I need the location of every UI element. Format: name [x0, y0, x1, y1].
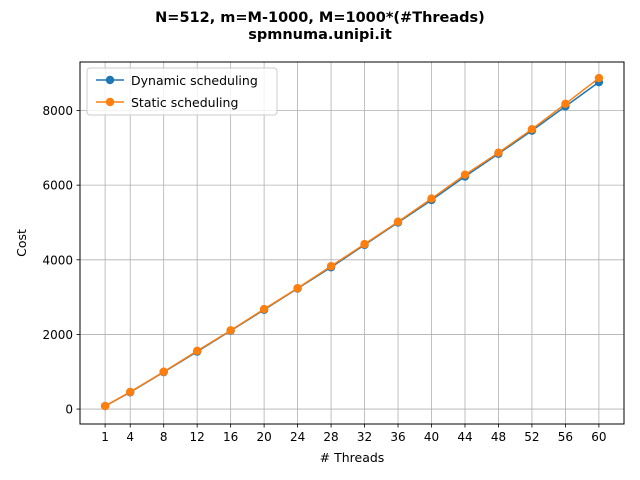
data-point [494, 148, 503, 157]
legend-label-dynamic: Dynamic scheduling [131, 73, 258, 88]
series [100, 73, 604, 411]
x-tick-label: 8 [160, 430, 168, 444]
legend-marker-dynamic [105, 75, 115, 85]
series-static [100, 73, 604, 411]
data-point [527, 124, 537, 134]
x-tick-label: 40 [424, 430, 439, 444]
y-axis-label: Cost [14, 229, 29, 257]
x-tick-label: 56 [558, 430, 573, 444]
data-point [360, 239, 369, 249]
y-tick-label: 0 [65, 403, 73, 417]
data-point [326, 261, 336, 271]
x-tick-label: 60 [591, 430, 606, 444]
x-axis-label: # Threads [320, 450, 385, 465]
series-line [104, 77, 600, 407]
data-point [192, 346, 202, 356]
grid [80, 62, 624, 424]
legend-frame [86, 67, 278, 116]
y-tick-label: 6000 [42, 179, 73, 193]
x-tick-label: 36 [390, 430, 405, 444]
data-point [226, 326, 235, 335]
legend: Dynamic scheduling Static scheduling [86, 67, 278, 116]
x-tick-label: 32 [357, 430, 372, 444]
x-tick-label: 16 [223, 430, 238, 444]
x-tick-label: 12 [190, 430, 205, 444]
data-point [393, 217, 403, 226]
x-axis-ticks: 1 4 8 12 16 20 24 28 32 36 40 44 48 52 56 60 [101, 424, 607, 444]
legend-label-static: Static scheduling [131, 95, 238, 110]
chart-title-line1: N=512, m=M-1000, M=1000*(#Threads) [155, 10, 485, 26]
x-tick-label: 28 [323, 430, 338, 444]
data-point [259, 304, 269, 314]
plot-frame [79, 61, 625, 425]
y-tick-label: 8000 [42, 104, 73, 118]
y-tick-label: 4000 [42, 253, 73, 267]
x-tick-label: 24 [290, 430, 305, 444]
x-tick-label: 1 [101, 430, 109, 444]
data-point [460, 170, 470, 179]
x-tick-label: 4 [126, 430, 134, 444]
data-point [100, 401, 110, 411]
data-point [159, 367, 168, 376]
data-point [126, 387, 135, 397]
legend-marker-static [105, 97, 115, 107]
data-point [427, 194, 436, 203]
y-tick-label: 2000 [42, 328, 73, 342]
data-point [561, 99, 570, 108]
x-tick-label: 44 [457, 430, 472, 444]
data-point [293, 283, 302, 293]
x-tick-label: 48 [491, 430, 506, 444]
x-tick-label: 52 [524, 430, 539, 444]
chart-title-line2: spmnuma.unipi.it [248, 27, 392, 43]
x-tick-label: 20 [256, 430, 271, 444]
y-axis-ticks: 0 2000 4000 6000 8000 [42, 104, 80, 417]
data-point [594, 73, 604, 83]
